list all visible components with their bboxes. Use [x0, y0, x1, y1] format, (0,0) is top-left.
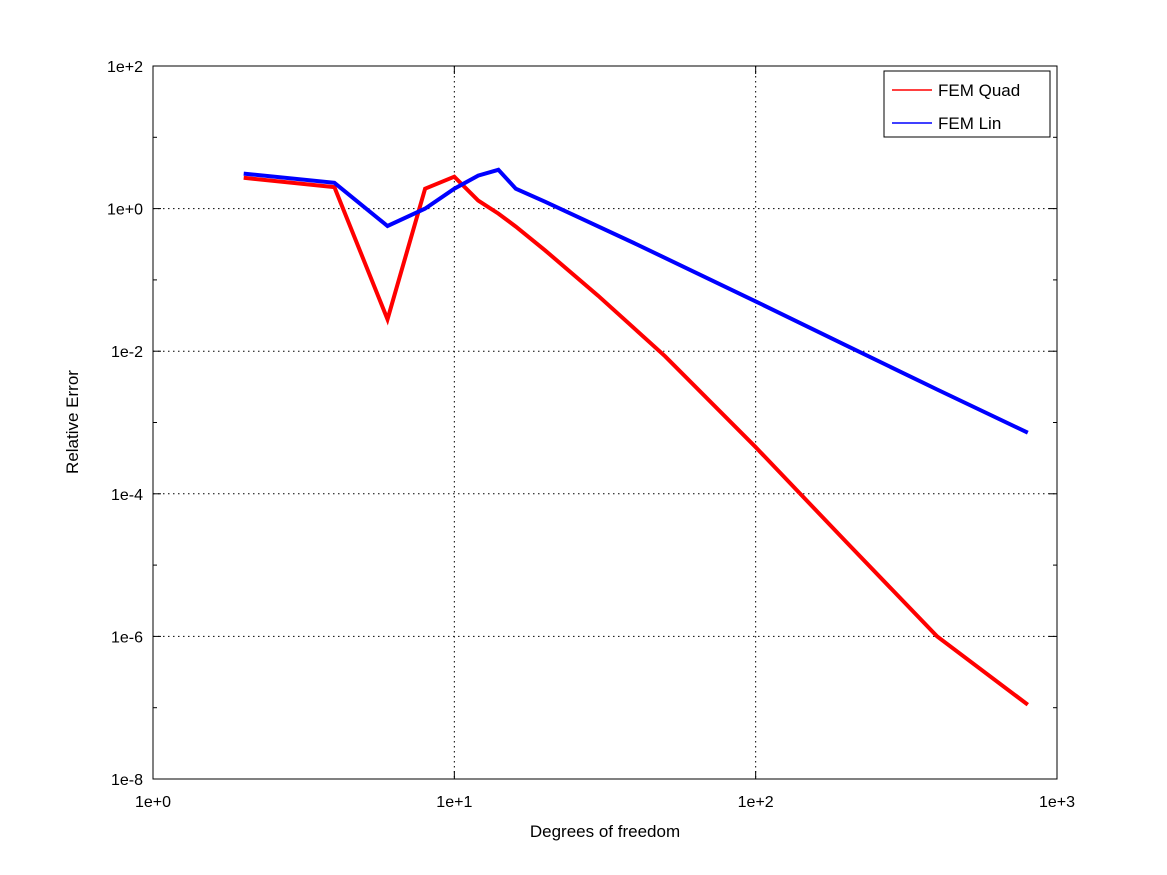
- x-axis-title: Degrees of freedom: [530, 822, 680, 841]
- x-tick-label: 1e+0: [135, 794, 171, 811]
- x-tick-label: 1e+3: [1039, 794, 1075, 811]
- series-line-fem-lin: [243, 167, 1029, 435]
- series-layer: [243, 167, 1030, 707]
- y-tick-label: 1e-6: [111, 629, 143, 646]
- x-tick-label: 1e+1: [436, 794, 472, 811]
- y-tick-label: 1e-2: [111, 344, 143, 361]
- y-tick-label: 1e+2: [107, 59, 143, 76]
- axis-ticks: [152, 65, 1058, 780]
- plot-area: [153, 66, 1057, 779]
- y-axis-title: Relative Error: [63, 370, 82, 474]
- series-line-fem-quad: [243, 174, 1030, 707]
- y-tick-labels: 1e-8 1e-6 1e-4 1e-2 1e+0 1e+2: [107, 59, 143, 789]
- y-tick-label: 1e-4: [111, 487, 143, 504]
- y-tick-label: 1e-8: [111, 772, 143, 789]
- legend-box: [883, 70, 1051, 138]
- legend: FEM Quad FEM Lin: [883, 70, 1051, 138]
- legend-label-fem-quad: FEM Quad: [938, 81, 1020, 100]
- grid: [153, 66, 1057, 779]
- x-tick-labels: 1e+0 1e+1 1e+2 1e+3: [135, 794, 1075, 811]
- y-tick-label: 1e+0: [107, 202, 143, 219]
- legend-label-fem-lin: FEM Lin: [938, 114, 1001, 133]
- x-tick-label: 1e+2: [738, 794, 774, 811]
